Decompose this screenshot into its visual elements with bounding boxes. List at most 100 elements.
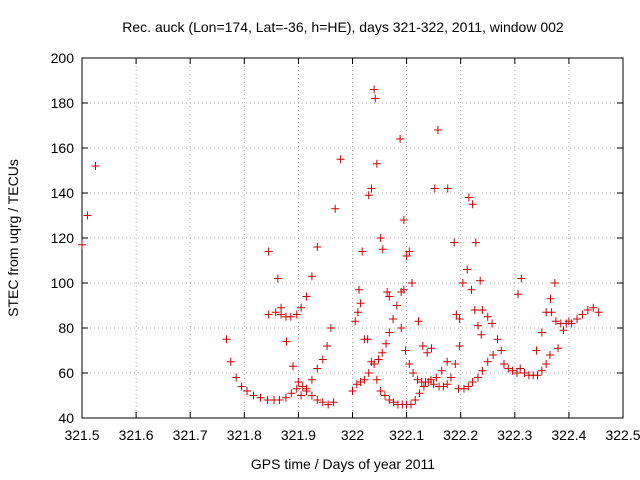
data-point [483, 357, 492, 366]
data-point [356, 299, 365, 308]
data-point [426, 375, 435, 384]
data-point [302, 292, 311, 301]
data-point [378, 348, 387, 357]
data-point [405, 360, 414, 368]
data-point [351, 317, 360, 326]
x-tick-label: 322.2 [443, 427, 478, 443]
data-point [78, 240, 86, 249]
data-point [370, 85, 379, 94]
data-point [222, 335, 231, 344]
data-point [430, 184, 439, 193]
data-point [504, 364, 513, 373]
y-tick-label: 80 [58, 320, 74, 336]
data-point [399, 216, 408, 224]
data-point [427, 344, 436, 353]
data-point [243, 387, 252, 395]
data-point [324, 400, 333, 409]
y-tick-labels: 40 60 80 100 120 140 160 180 200 [51, 50, 75, 426]
data-point [374, 355, 383, 364]
y-tick-label: 160 [51, 140, 75, 156]
data-point [493, 335, 502, 344]
x-tick-labels: 321.5 321.6 321.7 321.8 321.9 322 322.1 322.2 32… [64, 427, 640, 443]
data-point [353, 308, 362, 317]
data-point [578, 310, 587, 319]
data-point [406, 400, 415, 409]
data-point [392, 301, 401, 310]
data-point [477, 330, 486, 339]
data-point [508, 366, 517, 375]
data-point [354, 285, 363, 294]
data-point [264, 310, 273, 319]
data-point [545, 351, 554, 359]
data-point [226, 357, 235, 366]
x-tick-label: 321.7 [173, 427, 208, 443]
data-point [471, 238, 480, 247]
data-point [443, 357, 452, 366]
x-tick-label: 322.3 [497, 427, 532, 443]
data-point [323, 342, 332, 350]
data-point [446, 373, 455, 382]
data-point [376, 234, 385, 242]
data-point [474, 373, 483, 382]
data-point [364, 369, 373, 377]
data-point [408, 279, 417, 287]
data-point [478, 366, 487, 375]
data-point [376, 387, 385, 395]
data-point [455, 315, 464, 323]
data-point [399, 285, 408, 294]
data-point [297, 303, 306, 312]
data-point [458, 279, 467, 287]
data-point [275, 396, 284, 404]
data-point [533, 371, 542, 380]
data-point [318, 398, 327, 407]
data-point [516, 364, 525, 373]
data-point [292, 310, 301, 319]
data-point [411, 396, 420, 404]
x-tick-label: 321.8 [227, 427, 262, 443]
data-point [383, 288, 392, 296]
data-point [364, 191, 373, 200]
y-tick-label: 100 [51, 275, 75, 291]
data-point [277, 310, 286, 319]
data-point [532, 346, 541, 355]
data-point [559, 326, 568, 335]
data-point [514, 290, 523, 299]
axis-ticks [81, 57, 624, 419]
data-point [520, 369, 529, 377]
chart-title: Rec. auck (Lon=174, Lat=-36, h=HE), days… [122, 19, 564, 35]
data-point [439, 382, 448, 391]
y-tick-label: 60 [58, 365, 74, 381]
data-point [483, 312, 492, 321]
data-point [459, 384, 468, 393]
data-point [437, 366, 446, 375]
data-point [363, 335, 372, 344]
data-point [273, 274, 282, 283]
data-point [256, 393, 265, 402]
data-point [367, 357, 376, 366]
y-tick-label: 40 [58, 410, 74, 426]
data-point [232, 373, 241, 382]
data-point [405, 247, 414, 256]
data-point [463, 265, 472, 274]
data-point [415, 389, 424, 398]
y-tick-label: 180 [51, 95, 75, 111]
x-axis-title: GPS time / Days of year 2011 [251, 456, 435, 472]
data-point [499, 360, 508, 368]
x-tick-label: 322 [341, 427, 365, 443]
data-point [297, 391, 306, 400]
data-point [336, 155, 345, 164]
data-point [594, 308, 603, 317]
data-point [326, 324, 335, 332]
data-point [348, 387, 357, 395]
data-point [478, 306, 487, 314]
data-point [307, 272, 316, 281]
data-point [372, 159, 381, 168]
x-tick-label: 321.9 [281, 427, 316, 443]
data-point [546, 294, 555, 303]
data-point [489, 351, 498, 359]
data-point [307, 375, 316, 384]
data-point [378, 245, 387, 254]
data-point [360, 375, 369, 384]
data-point [382, 339, 391, 348]
data-point [409, 369, 418, 377]
